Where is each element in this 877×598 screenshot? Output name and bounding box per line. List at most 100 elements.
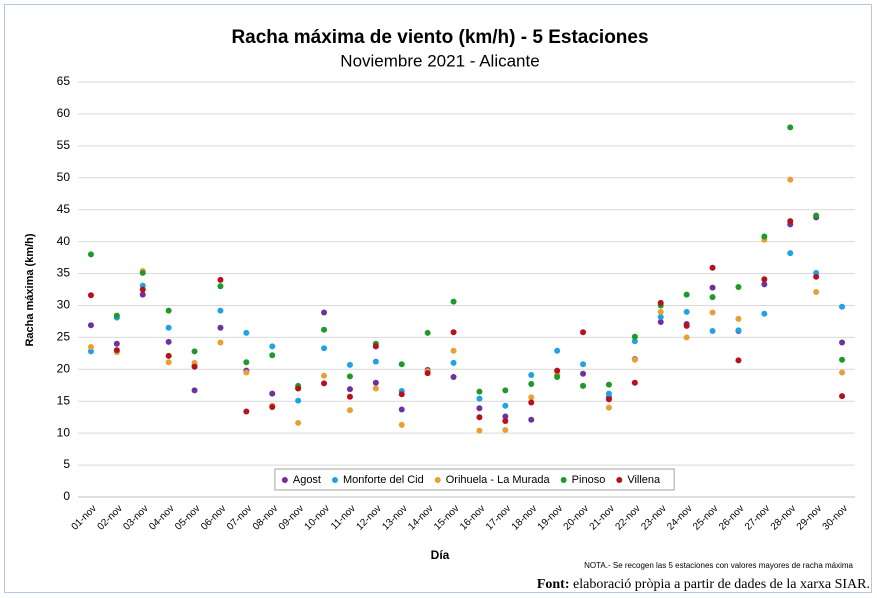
source-text: elaboració pròpia a partir de dades de l… [573,577,870,592]
chart-title: Racha máxima de viento (km/h) - 5 Estaci… [231,27,648,48]
point [476,427,483,434]
point [476,388,483,395]
point [450,347,457,354]
point [839,356,846,363]
point [346,407,353,414]
point [502,402,509,409]
point [87,322,94,329]
point [321,326,328,333]
point [398,361,405,368]
point [450,298,457,305]
point [139,269,146,276]
point [735,327,742,334]
point [269,403,276,410]
point [87,292,94,299]
y-tick-label: 0 [63,489,70,503]
source-label: Font: [537,577,570,592]
chart-frame [4,4,872,593]
point [657,319,664,326]
point [683,334,690,341]
point [657,308,664,315]
point [839,303,846,310]
note: NOTA.- Se recogen las 5 estaciones con v… [584,561,853,570]
point [631,338,638,345]
point [424,329,431,336]
point [269,352,276,359]
legend: Agost Monforte del Cid Orihuela - La Murad… [274,468,675,491]
point [580,329,587,336]
y-tick-label: 5 [63,457,70,471]
point [735,315,742,322]
point [87,343,94,350]
point [709,328,716,334]
legend-marker [560,477,567,483]
point [450,329,457,336]
y-tick-label: 50 [57,170,71,184]
legend-label: Orihuela - La Murada [446,474,551,486]
y-tick-label: 55 [57,138,71,152]
point [450,359,457,366]
point [269,390,276,397]
point [87,251,94,258]
point [243,369,250,376]
point [191,363,198,370]
point [761,276,768,283]
point [295,419,302,426]
source: Font: elaboració pròpia a partir de dade… [537,577,870,592]
y-tick-label: 40 [57,234,71,248]
point [269,343,276,350]
point [476,405,483,412]
point [554,373,561,380]
legend-label: Monforte del Cid [343,474,424,486]
point [554,367,561,374]
point [165,359,172,366]
point [139,291,146,298]
point [683,322,690,329]
point [580,370,587,377]
point [605,381,612,388]
point [346,373,353,380]
point [217,283,224,290]
point [528,394,535,401]
point [528,380,535,387]
point [113,312,120,319]
point [502,426,509,433]
point [217,339,224,346]
y-tick-label: 30 [57,298,71,312]
point [528,372,535,379]
point [372,358,379,365]
point [346,361,353,368]
y-tick-label: 65 [57,74,71,88]
point [476,395,483,402]
point [657,313,664,320]
point [191,387,198,394]
y-tick-label: 35 [57,266,71,280]
point [554,347,561,354]
point [450,373,457,380]
point [217,276,224,283]
point [243,408,250,415]
point [372,385,379,392]
point [243,359,250,366]
point [813,212,820,219]
y-tick-label: 60 [57,106,71,120]
point [165,307,172,314]
point [346,386,353,393]
chart-subtitle: Noviembre 2021 - Alicante [340,51,539,70]
point [761,233,768,240]
point [528,399,535,406]
point [709,294,716,301]
point [346,393,353,400]
point [605,390,612,397]
y-tick-label: 25 [57,330,71,344]
point [113,340,120,347]
point [165,352,172,359]
y-tick-label: 45 [57,202,71,216]
point [813,289,820,296]
point [709,309,716,316]
point [295,385,302,392]
point [372,379,379,386]
point [243,329,250,336]
legend-marker [281,477,288,483]
point [398,391,405,398]
